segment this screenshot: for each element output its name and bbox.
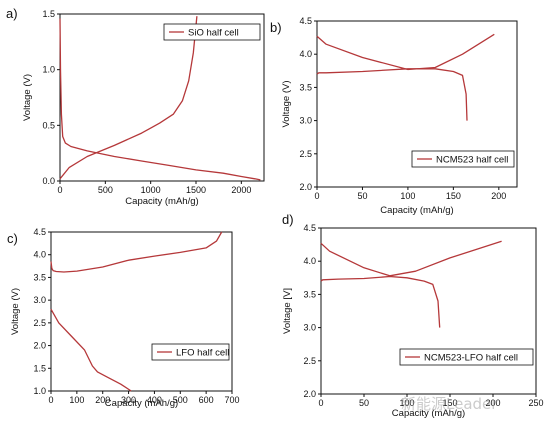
panel-b-x-tick-label: 50 xyxy=(357,191,367,201)
panel-c-x-tick-label: 400 xyxy=(147,395,162,405)
panel-d-legend-label: NCM523-LFO half cell xyxy=(424,353,518,364)
panel-a-legend-box xyxy=(163,23,261,41)
panel-b-legend-box xyxy=(411,150,515,168)
panel-d-x-tick-label: 100 xyxy=(399,398,414,408)
panel-b-y-axis-label: Voltage (V) xyxy=(281,81,292,128)
panel-c-plot-frame xyxy=(50,231,233,392)
panel-b-y-tick-label: 2.0 xyxy=(299,182,312,192)
panel-b-y-tick-label: 3.0 xyxy=(299,116,312,126)
panel-d-y-tick-label: 4.5 xyxy=(303,223,316,233)
panel-c-curve-1 xyxy=(50,231,223,273)
panel-d-x-tick-label: 200 xyxy=(485,398,500,408)
panel-b-y-tick-label: 4.0 xyxy=(299,49,312,59)
panel-c-legend-box xyxy=(151,343,230,361)
panel-d-y-tick-label: 2.0 xyxy=(303,389,316,399)
panel-d-y-tick-label: 4.0 xyxy=(303,256,316,266)
panel-d-y-axis-label: Voltage [V] xyxy=(282,288,293,334)
panel-c-label: c) xyxy=(7,231,18,246)
panel-c-y-tick-label: 2.5 xyxy=(33,318,46,328)
panel-b-curve-1 xyxy=(316,68,468,121)
panel-c-x-tick-label: 300 xyxy=(121,395,136,405)
panel-c-x-axis-label: Capacity (mAh/g) xyxy=(105,398,178,409)
panel-b-x-axis-label: Capacity (mAh/g) xyxy=(380,205,453,216)
panel-d-y-tick-label: 3.5 xyxy=(303,289,316,299)
panel-c-y-axis-label: Voltage (V) xyxy=(10,288,21,335)
panel-a-label: a) xyxy=(6,6,18,21)
panel-c-y-tick-label: 2.0 xyxy=(33,341,46,351)
panel-b-x-tick-label: 0 xyxy=(314,191,319,201)
panel-d-plot-frame xyxy=(320,227,537,395)
panel-d-x-tick-label: 150 xyxy=(442,398,457,408)
panel-c-y-tick-label: 3.0 xyxy=(33,295,46,305)
panel-c-curve-2 xyxy=(50,308,132,392)
panel-d-y-tick-label: 3.0 xyxy=(303,323,316,333)
panel-d-curve-1 xyxy=(320,275,441,328)
panel-a-legend-label: SiO half cell xyxy=(188,28,239,39)
panel-b-y-tick-label: 4.5 xyxy=(299,16,312,26)
panel-a-x-tick-label: 500 xyxy=(98,185,113,195)
panel-c-legend-label: LFO half cell xyxy=(176,348,229,359)
panel-c-x-tick-label: 700 xyxy=(224,395,239,405)
panel-a-x-tick-label: 2000 xyxy=(231,185,251,195)
panel-a-y-tick-label: 1.0 xyxy=(42,65,55,75)
panel-a-curve-2 xyxy=(59,16,198,180)
panel-c-x-tick-label: 200 xyxy=(95,395,110,405)
panel-a-x-tick-label: 1500 xyxy=(186,185,206,195)
panel-c-y-tick-label: 1.0 xyxy=(33,386,46,396)
panel-a-x-tick-label: 1000 xyxy=(141,185,161,195)
panel-a-y-axis-label: Voltage (V) xyxy=(22,74,33,121)
panel-b-y-tick-label: 2.5 xyxy=(299,149,312,159)
panel-c-x-tick-label: 600 xyxy=(199,395,214,405)
panel-d-curve-2 xyxy=(320,240,502,277)
panel-b-x-tick-label: 200 xyxy=(491,191,506,201)
panel-b-label: b) xyxy=(270,20,282,35)
panel-a-y-tick-label: 0.5 xyxy=(42,120,55,130)
panel-d-x-tick-label: 50 xyxy=(359,398,369,408)
panel-c-y-tick-label: 3.5 xyxy=(33,272,46,282)
panel-b-legend-label: NCM523 half cell xyxy=(436,155,508,166)
panel-d-legend-box xyxy=(399,348,534,366)
panel-a-y-tick-label: 0.0 xyxy=(42,176,55,186)
panel-c-y-tick-label: 4.5 xyxy=(33,227,46,237)
panel-c-y-tick-label: 4.0 xyxy=(33,250,46,260)
panel-b-x-tick-label: 100 xyxy=(400,191,415,201)
panel-b-curve-2 xyxy=(316,33,495,71)
panel-c-x-tick-label: 0 xyxy=(48,395,53,405)
panel-b-plot-frame xyxy=(316,20,518,188)
panel-c-y-tick-label: 1.5 xyxy=(33,363,46,373)
panel-d-x-tick-label: 0 xyxy=(318,398,323,408)
panel-d-x-tick-label: 250 xyxy=(528,398,543,408)
panel-b-y-tick-label: 3.5 xyxy=(299,82,312,92)
panel-a-plot-frame xyxy=(59,13,265,182)
panel-c-x-tick-label: 100 xyxy=(69,395,84,405)
panel-b-x-tick-label: 150 xyxy=(446,191,461,201)
panel-d-label: d) xyxy=(282,212,294,227)
panel-d-y-tick-label: 2.5 xyxy=(303,356,316,366)
panel-d-x-axis-label: Capacity (mAh/g) xyxy=(392,408,465,419)
panel-a-x-axis-label: Capacity (mAh/g) xyxy=(125,196,198,207)
watermark: 新能源Leader xyxy=(401,395,498,413)
panel-a-x-tick-label: 0 xyxy=(57,185,62,195)
panel-a-y-tick-label: 1.5 xyxy=(42,9,55,19)
panel-a-curve-1 xyxy=(59,18,261,181)
panel-c-x-tick-label: 500 xyxy=(173,395,188,405)
